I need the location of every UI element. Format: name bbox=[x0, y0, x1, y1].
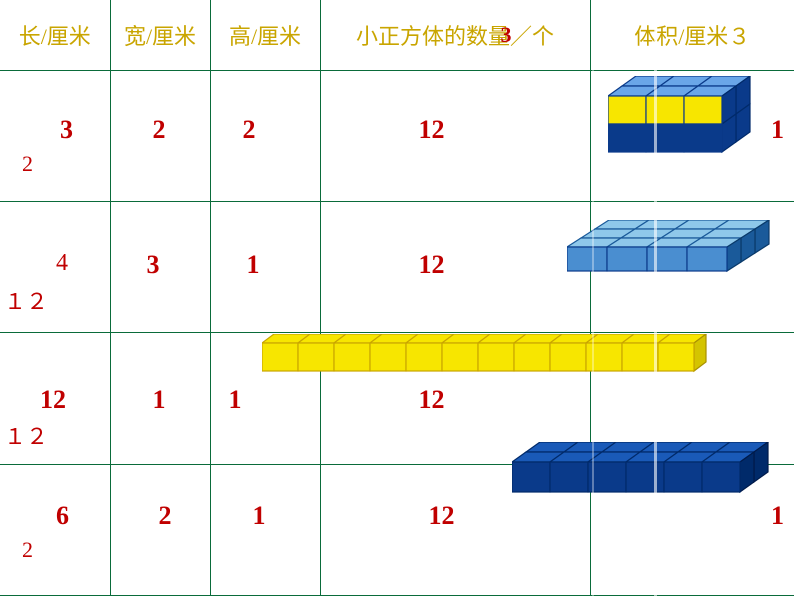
header-row: 长/厘米 宽/厘米 高/厘米 小正方体的数量／个 3 体积/厘米３ bbox=[0, 0, 794, 70]
length-value: 3 bbox=[60, 115, 73, 145]
header-glitch-3: 3 bbox=[501, 22, 512, 48]
count-value: 12 bbox=[419, 385, 445, 415]
cuboid-row-3 bbox=[262, 334, 708, 378]
seam-glitch bbox=[592, 0, 594, 596]
cuboid-row-4 bbox=[512, 442, 770, 499]
height-value: 1 bbox=[247, 250, 260, 280]
count-value: 12 bbox=[419, 250, 445, 280]
cuboid-row-1 bbox=[608, 76, 752, 159]
volume-glitch: 1 bbox=[771, 115, 784, 145]
length-value: 4 bbox=[56, 250, 68, 277]
header-count-text: 小正方体的数量／个 bbox=[356, 24, 554, 49]
length-value: 6 bbox=[56, 501, 69, 531]
width-value: 1 bbox=[153, 385, 166, 415]
length-sub: 2 bbox=[22, 537, 33, 563]
width-value: 2 bbox=[159, 501, 172, 531]
length-value: 12 bbox=[40, 385, 66, 415]
header-width: 宽/厘米 bbox=[110, 0, 210, 70]
height-value: 2 bbox=[243, 115, 256, 145]
count-value: 12 bbox=[419, 115, 445, 145]
header-count: 小正方体的数量／个 3 bbox=[320, 0, 590, 70]
header-volume: 体积/厘米３ bbox=[590, 0, 794, 70]
length-sub: １２ bbox=[4, 419, 48, 451]
count-value: 12 bbox=[429, 501, 455, 531]
header-height: 高/厘米 bbox=[210, 0, 320, 70]
length-sub: １２ bbox=[4, 284, 48, 316]
width-value: 2 bbox=[153, 115, 166, 145]
volume-glitch: 1 bbox=[771, 501, 784, 531]
height-value: 1 bbox=[229, 385, 242, 415]
cuboid-row-2 bbox=[567, 220, 771, 278]
seam-glitch bbox=[654, 0, 657, 596]
width-value: 3 bbox=[147, 250, 160, 280]
header-length: 长/厘米 bbox=[0, 0, 110, 70]
height-value: 1 bbox=[253, 501, 266, 531]
length-sub: 2 bbox=[22, 151, 33, 177]
